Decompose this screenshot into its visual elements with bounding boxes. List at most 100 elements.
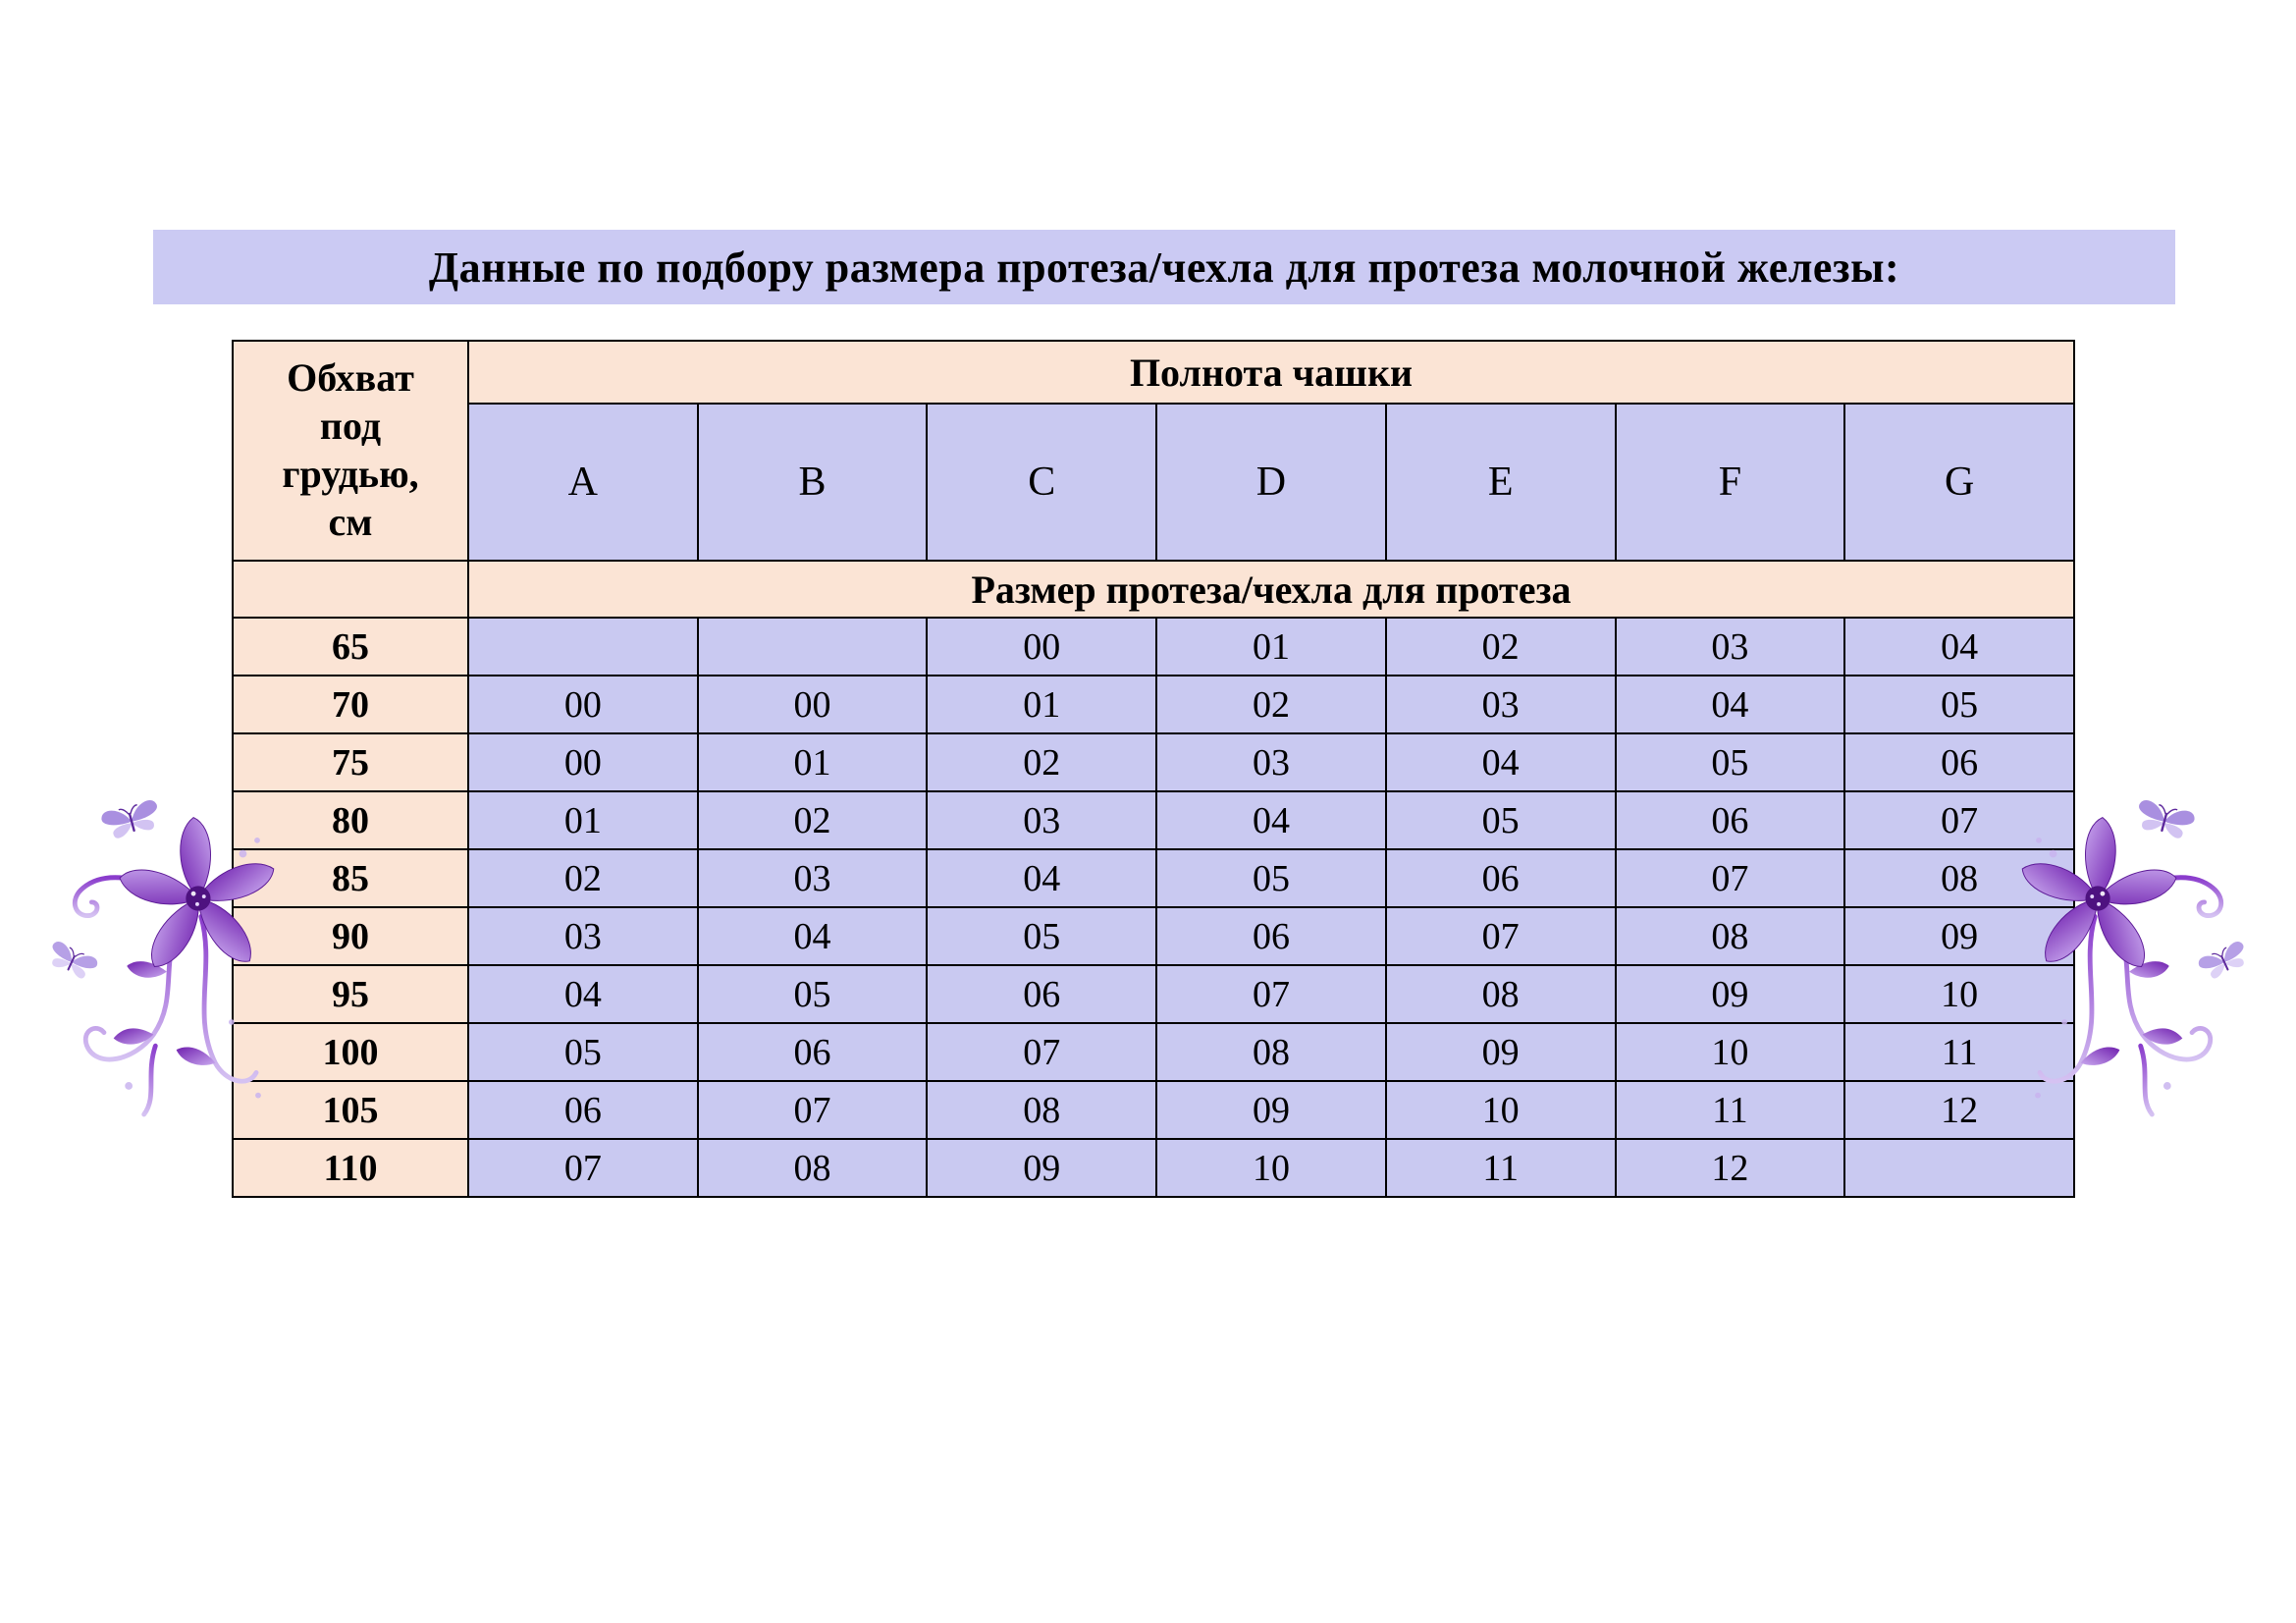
size-cell: 03 — [926, 790, 1158, 850]
stem-swirls-icon — [72, 875, 259, 1117]
underbust-label: 100 — [232, 1022, 469, 1082]
cup-header-row: Обхват под грудью, см Полнота чашки — [232, 340, 2075, 562]
underbust-label: 80 — [232, 790, 469, 850]
size-header-row: Размер протеза/чехла для протеза — [232, 560, 2075, 619]
underbust-label: 70 — [232, 675, 469, 734]
size-cell: 10 — [1843, 964, 2075, 1024]
cup-letter-C: C — [926, 403, 1158, 562]
size-cell: 12 — [1614, 1138, 1846, 1198]
page-title: Данные по подбору размера протеза/чехла … — [153, 230, 2175, 304]
underbust-label: 95 — [232, 964, 469, 1024]
underbust-label: 75 — [232, 732, 469, 792]
flower-icon — [2021, 817, 2177, 967]
size-cell: 04 — [1384, 732, 1617, 792]
size-cell: 11 — [1384, 1138, 1617, 1198]
size-cell: 06 — [1155, 906, 1387, 966]
size-cell: 06 — [1614, 790, 1846, 850]
size-cell: 00 — [926, 617, 1158, 676]
size-cell: 06 — [467, 1080, 699, 1140]
size-cell: 11 — [1614, 1080, 1846, 1140]
size-cell: 08 — [1614, 906, 1846, 966]
size-cell: 08 — [1155, 1022, 1387, 1082]
cup-fullness-header: Полнота чашки — [467, 340, 2075, 405]
empty-corner-cell — [232, 560, 469, 619]
size-cell: 04 — [1614, 675, 1846, 734]
table-row: 85 02 03 04 05 06 07 08 — [232, 848, 2075, 908]
table-row: 70 00 00 01 02 03 04 05 — [232, 675, 2075, 734]
size-cell: 06 — [1384, 848, 1617, 908]
flower-ornament-left — [52, 800, 275, 1117]
size-cell: 07 — [696, 1080, 929, 1140]
size-cell: 04 — [926, 848, 1158, 908]
cup-letter-A: A — [467, 403, 699, 562]
underbust-label: 65 — [232, 617, 469, 676]
sparkle-dots-icon — [125, 837, 261, 1099]
size-cell: 03 — [1384, 675, 1617, 734]
table-row: 100 05 06 07 08 09 10 11 — [232, 1022, 2075, 1082]
cup-letter-G: G — [1843, 403, 2075, 562]
cup-letter-E: E — [1384, 403, 1617, 562]
size-cell: 10 — [1155, 1138, 1387, 1198]
size-cell: 12 — [1843, 1080, 2075, 1140]
size-cell: 05 — [1155, 848, 1387, 908]
table-row: 105 06 07 08 09 10 11 12 — [232, 1080, 2075, 1140]
butterfly-icon — [101, 800, 157, 839]
size-cell — [1843, 1138, 2075, 1198]
size-cell: 05 — [1614, 732, 1846, 792]
leaf-icon — [2080, 961, 2183, 1065]
size-cell: 02 — [926, 732, 1158, 792]
table-row: 110 07 08 09 10 11 12 — [232, 1138, 2075, 1198]
butterfly-icon — [2198, 942, 2244, 979]
flower-icon — [119, 817, 275, 967]
table-row: 80 01 02 03 04 05 06 07 — [232, 790, 2075, 850]
table-row: 90 03 04 05 06 07 08 09 — [232, 906, 2075, 966]
table-row: 65 00 01 02 03 04 — [232, 617, 2075, 676]
cup-letter-F: F — [1614, 403, 1846, 562]
size-cell: 03 — [696, 848, 929, 908]
size-cell: 05 — [1843, 675, 2075, 734]
size-cell: 00 — [467, 675, 699, 734]
page-title-text: Данные по подбору размера протеза/чехла … — [428, 243, 1900, 292]
size-cell: 03 — [467, 906, 699, 966]
size-cell: 06 — [1843, 732, 2075, 792]
size-cell: 08 — [926, 1080, 1158, 1140]
table-row: 75 00 01 02 03 04 05 06 — [232, 732, 2075, 792]
size-cell: 00 — [467, 732, 699, 792]
size-cell: 09 — [1155, 1080, 1387, 1140]
size-cell — [696, 617, 929, 676]
size-cell: 01 — [696, 732, 929, 792]
size-cell: 07 — [1614, 848, 1846, 908]
underbust-corner-header: Обхват под грудью, см — [232, 340, 469, 562]
size-cell: 09 — [1614, 964, 1846, 1024]
size-cell: 01 — [1155, 617, 1387, 676]
stem-swirls-icon — [2037, 875, 2224, 1117]
size-cell: 07 — [926, 1022, 1158, 1082]
size-cell: 08 — [696, 1138, 929, 1198]
size-cell: 03 — [1155, 732, 1387, 792]
prosthesis-size-header: Размер протеза/чехла для протеза — [467, 560, 2075, 619]
size-table-body: 65 00 01 02 03 04 70 00 00 01 02 03 04 05 75 00 01 02 03 04… — [232, 617, 2075, 1198]
size-cell: 04 — [1155, 790, 1387, 850]
size-cell: 07 — [1155, 964, 1387, 1024]
butterfly-icon — [2139, 800, 2195, 839]
size-cell: 02 — [1155, 675, 1387, 734]
size-cell: 07 — [1384, 906, 1617, 966]
size-cell: 02 — [467, 848, 699, 908]
size-cell — [467, 617, 699, 676]
butterfly-icon — [52, 942, 98, 979]
underbust-label: 105 — [232, 1080, 469, 1140]
size-cell: 10 — [1614, 1022, 1846, 1082]
underbust-label: 90 — [232, 906, 469, 966]
size-cell: 07 — [467, 1138, 699, 1198]
leaf-icon — [113, 961, 216, 1065]
size-cell: 08 — [1384, 964, 1617, 1024]
size-cell: 10 — [1384, 1080, 1617, 1140]
size-cell: 11 — [1843, 1022, 2075, 1082]
size-cell: 02 — [696, 790, 929, 850]
size-cell: 09 — [926, 1138, 1158, 1198]
size-cell: 05 — [926, 906, 1158, 966]
